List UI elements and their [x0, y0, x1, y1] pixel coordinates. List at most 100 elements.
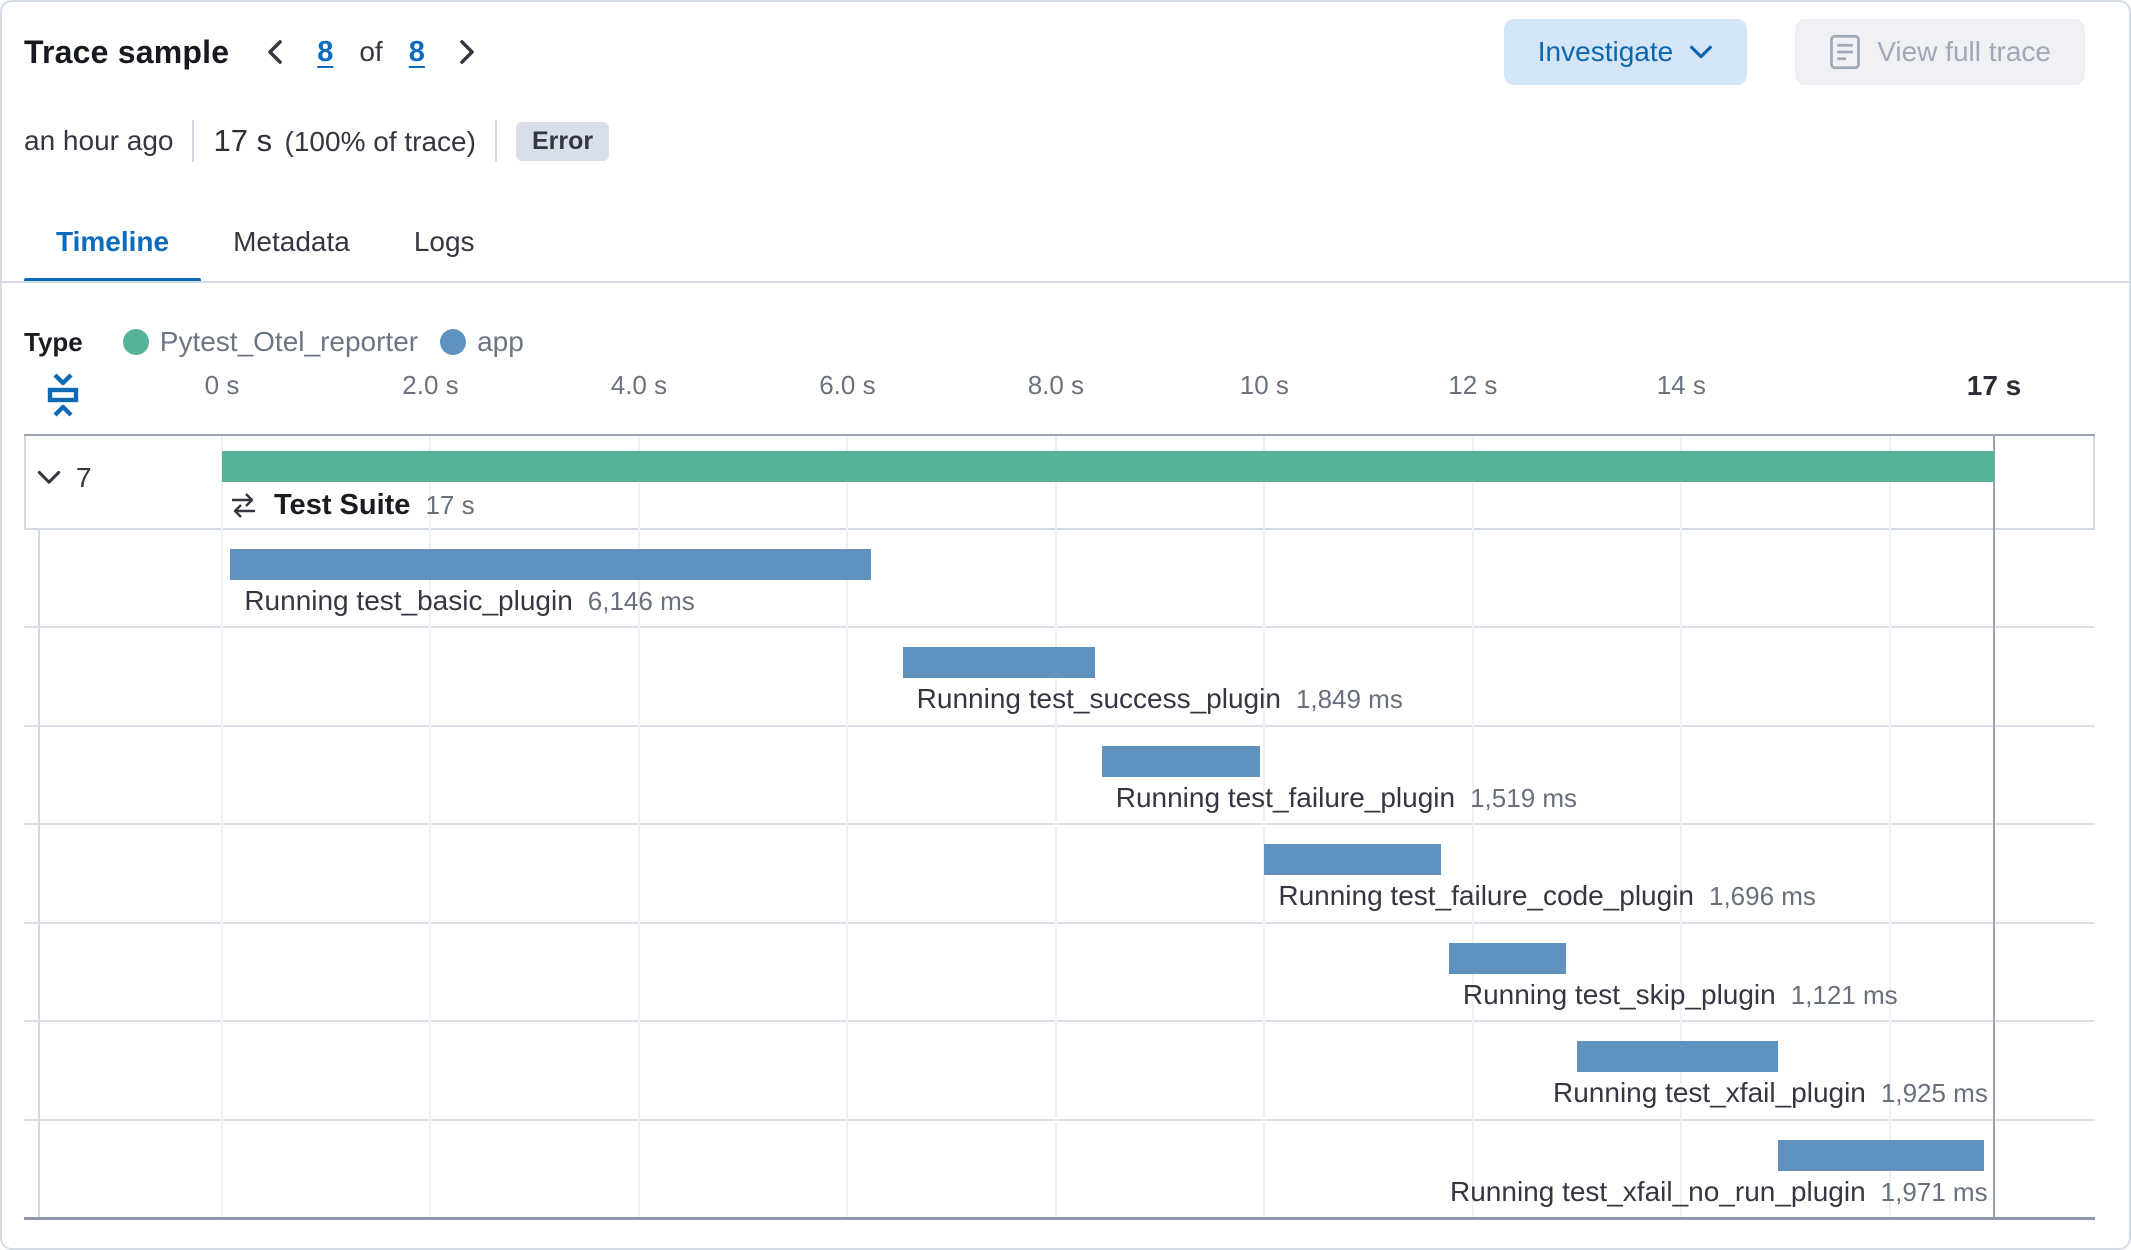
span-bar[interactable] [902, 647, 1096, 679]
span-name: Running test_xfail_no_run_plugin [1450, 1175, 1866, 1207]
axis-tick: 17 s [1966, 370, 2022, 401]
trace-duration-percent: (100% of trace) [284, 126, 476, 157]
fold-collapse-icon [46, 372, 80, 418]
timeline-gridline [846, 434, 849, 1219]
span-name: Running test_failure_code_plugin [1278, 880, 1694, 912]
waterfall-row[interactable] [24, 1022, 2095, 1121]
legend-item-app: app [440, 326, 524, 358]
pager-total-link[interactable]: 8 [408, 35, 425, 68]
span-duration: 1,519 ms [1470, 782, 1578, 813]
axis-tick: 14 s [1656, 370, 1706, 400]
error-status-badge: Error [515, 121, 610, 161]
header: Trace sample 8 of 8 Investigate [2, 18, 2129, 86]
view-full-trace-label: View full trace [1877, 36, 2051, 67]
legend-item-reporter: Pytest_Otel_reporter [122, 326, 418, 358]
axis-tick: 6.0 s [819, 370, 876, 400]
span-bar[interactable] [1264, 844, 1442, 876]
chart-bottom-border [24, 1217, 2095, 1220]
span-bar[interactable] [1778, 1139, 1984, 1171]
span-name: Running test_basic_plugin [244, 585, 573, 616]
tab-metadata[interactable]: Metadata [233, 226, 350, 257]
root-transaction-label[interactable]: Test Suite 17 s [228, 489, 475, 522]
span-duration: 1,696 ms [1708, 881, 1816, 912]
collapse-all-button[interactable] [46, 372, 80, 418]
timeline-gridline [1263, 434, 1266, 1219]
span-name: Running test_failure_plugin [1115, 781, 1456, 813]
timeline-gridline [1054, 434, 1057, 1219]
trace-summary: an hour ago 17 s (100% of trace) Error [24, 118, 610, 164]
span-label[interactable]: Running test_xfail_plugin 1,925 ms [1553, 1077, 1988, 1109]
timeline-end-boundary [1993, 434, 1995, 1219]
view-full-trace-button[interactable]: View full trace [1795, 19, 2085, 85]
root-transaction-bar[interactable] [222, 451, 1994, 482]
timeline-gridline [429, 434, 432, 1219]
span-label[interactable]: Running test_failure_code_plugin 1,696 ms [1278, 880, 1816, 912]
span-bar[interactable] [1448, 942, 1566, 974]
divider [494, 120, 497, 162]
divider [192, 120, 195, 162]
chevron-right-icon [455, 39, 479, 65]
root-row-toggle[interactable]: 7 [36, 462, 92, 494]
span-name: Running test_success_plugin [916, 683, 1281, 715]
pager-current-link[interactable]: 8 [317, 35, 334, 68]
investigate-button[interactable]: Investigate [1503, 19, 1748, 85]
timeline-gridline [1888, 434, 1891, 1219]
trace-pagination: 8 of 8 [259, 35, 483, 69]
chevron-down-icon [1689, 43, 1713, 61]
span-label[interactable]: Running test_failure_plugin 1,519 ms [1116, 782, 1577, 814]
investigate-label: Investigate [1537, 36, 1674, 67]
axis-tick: 10 s [1239, 370, 1289, 400]
type-legend: Type Pytest_Otel_reporter app [24, 324, 546, 360]
chart-top-border [24, 434, 2095, 436]
tab-bar: Timeline Metadata Logs [24, 202, 507, 283]
span-label[interactable]: Running test_xfail_no_run_plugin 1,971 ms [1450, 1176, 1988, 1208]
root-transaction-name: Test Suite [274, 489, 411, 521]
indent-guide [38, 530, 40, 1219]
span-duration: 6,146 ms [587, 586, 695, 616]
waterfall-row[interactable] [24, 727, 2095, 826]
span-name: Running test_xfail_plugin [1553, 1077, 1866, 1109]
root-row-outline [24, 434, 2095, 530]
waterfall-row[interactable] [24, 825, 2095, 924]
page-title: Trace sample [24, 33, 230, 70]
timeline-gridline [1471, 434, 1474, 1219]
span-bar[interactable] [1577, 1041, 1778, 1073]
trace-duration: 17 s [213, 123, 273, 158]
span-duration: 1,849 ms [1295, 684, 1403, 715]
next-trace-button[interactable] [451, 35, 483, 69]
chevron-down-icon [36, 469, 62, 487]
waterfall-row[interactable] [24, 924, 2095, 1023]
legend-dot-blue [440, 329, 467, 355]
timeline-gridline [221, 434, 223, 1219]
waterfall-row[interactable] [24, 628, 2095, 727]
tabs-divider [2, 281, 2129, 283]
axis-tick: 2.0 s [402, 370, 459, 400]
prev-trace-button[interactable] [259, 35, 291, 69]
span-name: Running test_skip_plugin [1462, 978, 1776, 1010]
legend-dot-green [122, 329, 149, 355]
axis-tick: 8.0 s [1027, 370, 1085, 400]
span-bar[interactable] [1101, 745, 1261, 777]
span-label[interactable]: Running test_basic_plugin 6,146 ms [244, 585, 694, 617]
document-icon [1829, 34, 1861, 70]
axis-tick: 4.0 s [610, 370, 668, 400]
timeline-gridline [637, 434, 640, 1219]
legend-title: Type [24, 326, 83, 357]
span-duration: 1,971 ms [1880, 1176, 1988, 1207]
tab-logs[interactable]: Logs [413, 226, 475, 257]
tab-timeline[interactable]: Timeline [24, 202, 202, 283]
span-duration: 1,925 ms [1880, 1078, 1988, 1109]
pager-of-label: of [359, 36, 383, 67]
waterfall-row[interactable] [24, 530, 2095, 629]
trace-timestamp: an hour ago [24, 125, 174, 156]
root-children-count: 7 [76, 462, 92, 493]
span-bar[interactable] [230, 549, 871, 580]
chevron-left-icon [263, 39, 287, 65]
span-label[interactable]: Running test_success_plugin 1,849 ms [917, 683, 1403, 715]
span-label[interactable]: Running test_skip_plugin 1,121 ms [1463, 979, 1898, 1011]
span-duration: 1,121 ms [1790, 979, 1898, 1010]
axis-tick: 12 s [1448, 370, 1498, 400]
active-tab-underline [24, 278, 202, 283]
